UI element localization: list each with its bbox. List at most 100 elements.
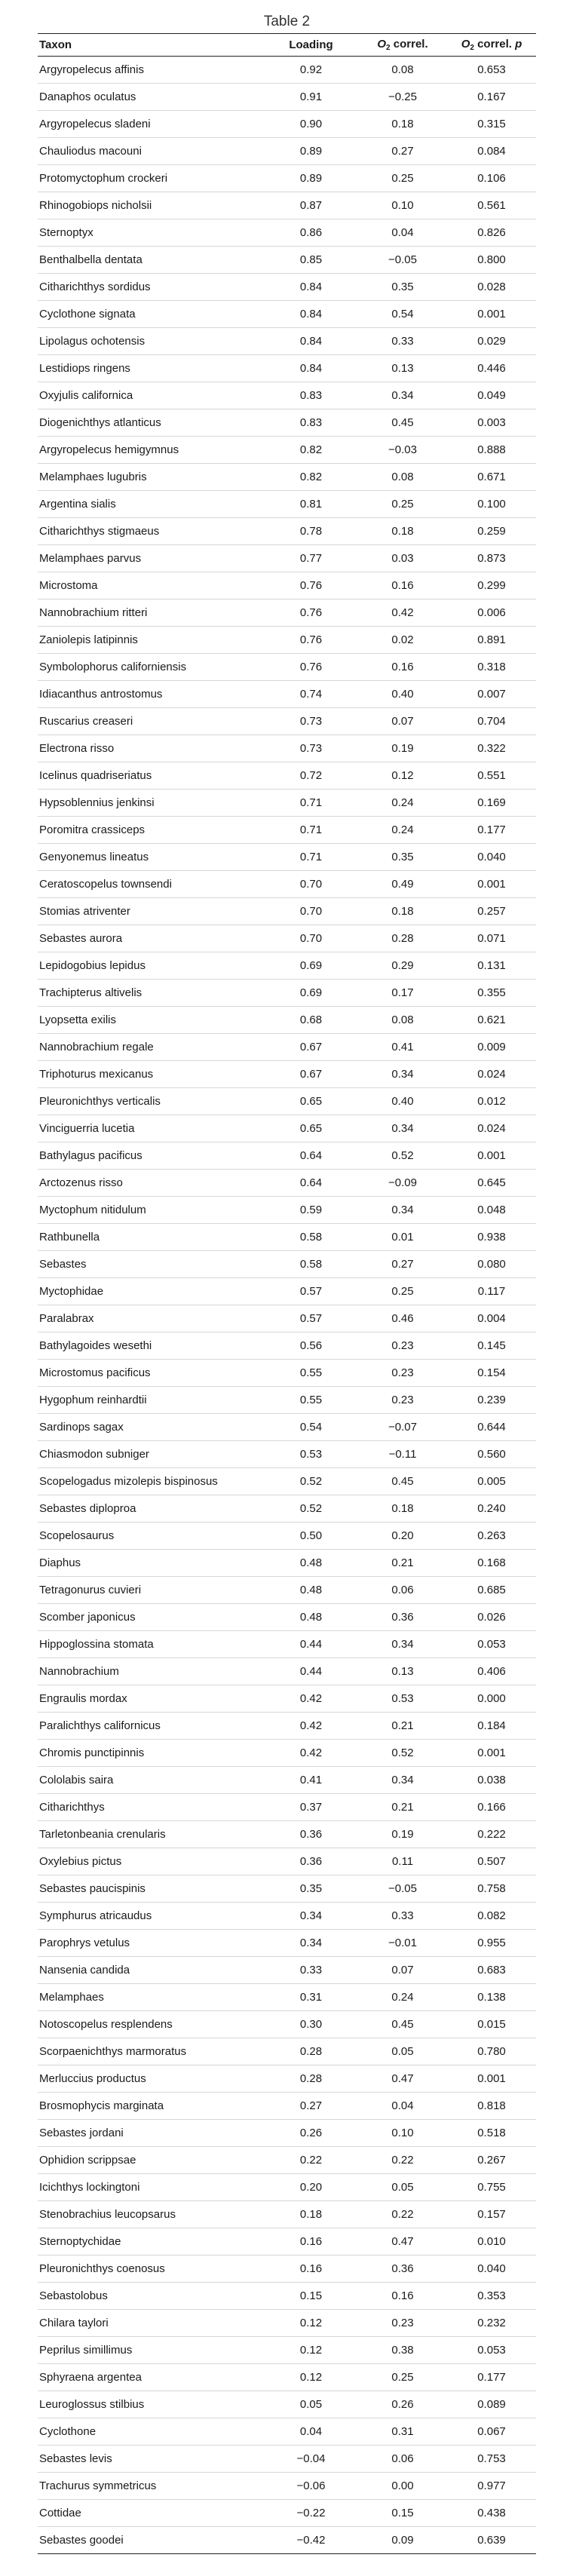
cell-taxon: Sternoptychidae bbox=[39, 2235, 121, 2248]
cell-taxon: Engraulis mordax bbox=[39, 1692, 127, 1705]
cell-o2-correl: 0.46 bbox=[391, 1312, 414, 1325]
table-row: Citharichthys sordidus 0.84 0.35 0.028 bbox=[38, 274, 536, 301]
table-row: Melamphaes parvus 0.77 0.03 0.873 bbox=[38, 545, 536, 572]
cell-loading: 0.70 bbox=[299, 905, 323, 918]
cell-loading: 0.26 bbox=[299, 2127, 323, 2139]
cell-taxon: Sebastes diploproa bbox=[39, 1502, 136, 1515]
cell-o2-correl-p: 0.167 bbox=[477, 90, 506, 103]
cell-o2-correl-p: 0.154 bbox=[477, 1366, 506, 1379]
cell-loading: 0.76 bbox=[299, 606, 323, 619]
cell-loading: 0.54 bbox=[299, 1421, 323, 1434]
cell-o2-correl: 0.19 bbox=[391, 742, 414, 755]
cell-o2-correl: 0.08 bbox=[391, 63, 414, 76]
table-row: Engraulis mordax 0.42 0.53 0.000 bbox=[38, 1685, 536, 1713]
cell-loading: 0.71 bbox=[299, 823, 323, 836]
table-row: Myctophidae 0.57 0.25 0.117 bbox=[38, 1278, 536, 1305]
cell-taxon: Sebastes goodei bbox=[39, 2534, 124, 2547]
cell-taxon: Chromis punctipinnis bbox=[39, 1746, 145, 1759]
cell-taxon: Sebastes aurora bbox=[39, 932, 123, 945]
cell-o2-correl-p: 0.001 bbox=[477, 308, 506, 320]
cell-o2-correl: −0.25 bbox=[388, 90, 417, 103]
cell-o2-correl: 0.15 bbox=[391, 2507, 414, 2519]
cell-o2-correl-p: 0.024 bbox=[477, 1068, 506, 1081]
cell-taxon: Nannobrachium ritteri bbox=[39, 606, 148, 619]
cell-taxon: Protomyctophum crockeri bbox=[39, 172, 168, 185]
cell-loading: 0.35 bbox=[299, 1882, 323, 1895]
cell-o2-correl: 0.05 bbox=[391, 2045, 414, 2058]
cell-o2-correl: 0.24 bbox=[391, 1991, 414, 2004]
cell-taxon: Poromitra crassiceps bbox=[39, 823, 146, 836]
cell-taxon: Paralabrax bbox=[39, 1312, 94, 1325]
cell-o2-correl-p: 0.024 bbox=[477, 1122, 506, 1135]
table-row: Poromitra crassiceps 0.71 0.24 0.177 bbox=[38, 817, 536, 844]
table-row: Sebastes 0.58 0.27 0.080 bbox=[38, 1251, 536, 1278]
cell-o2-correl-p: 0.029 bbox=[477, 335, 506, 348]
correl-label: correl. bbox=[473, 38, 516, 51]
cell-o2-correl: −0.05 bbox=[388, 1882, 417, 1895]
cell-o2-correl-p: 0.001 bbox=[477, 1746, 506, 1759]
cell-o2-correl: 0.01 bbox=[391, 1231, 414, 1244]
cell-o2-correl-p: 0.004 bbox=[477, 1312, 506, 1325]
table-row: Sebastes diploproa 0.52 0.18 0.240 bbox=[38, 1495, 536, 1523]
cell-loading: 0.57 bbox=[299, 1312, 323, 1325]
cell-o2-correl-p: 0.177 bbox=[477, 823, 506, 836]
cell-taxon: Citharichthys sordidus bbox=[39, 281, 151, 293]
table-row: Rhinogobiops nicholsii 0.87 0.10 0.561 bbox=[38, 192, 536, 219]
cell-o2-correl: 0.35 bbox=[391, 281, 414, 293]
table-row: Leuroglossus stilbius 0.05 0.26 0.089 bbox=[38, 2391, 536, 2418]
cell-o2-correl-p: 0.026 bbox=[477, 1611, 506, 1624]
cell-taxon: Chauliodus macouni bbox=[39, 145, 142, 158]
cell-loading: 0.71 bbox=[299, 796, 323, 809]
o2-symbol: O bbox=[461, 38, 470, 51]
cell-o2-correl: 0.08 bbox=[391, 1014, 414, 1026]
cell-o2-correl-p: 0.561 bbox=[477, 199, 506, 212]
table-row: Sebastes aurora 0.70 0.28 0.071 bbox=[38, 925, 536, 952]
table-row: Sebastes goodei −0.42 0.09 0.639 bbox=[38, 2527, 536, 2554]
cell-o2-correl-p: 0.240 bbox=[477, 1502, 506, 1515]
cell-o2-correl-p: 0.955 bbox=[477, 1937, 506, 1949]
cell-o2-correl: 0.11 bbox=[391, 1855, 414, 1868]
cell-loading: 0.34 bbox=[299, 1909, 323, 1922]
table-row: Hippoglossina stomata 0.44 0.34 0.053 bbox=[38, 1631, 536, 1658]
cell-taxon: Sebastolobus bbox=[39, 2289, 108, 2302]
table-row: Triphoturus mexicanus 0.67 0.34 0.024 bbox=[38, 1061, 536, 1088]
table-row: Protomyctophum crockeri 0.89 0.25 0.106 bbox=[38, 165, 536, 192]
cell-loading: 0.15 bbox=[299, 2289, 323, 2302]
table-row: Tetragonurus cuvieri 0.48 0.06 0.685 bbox=[38, 1577, 536, 1604]
cell-o2-correl: 0.18 bbox=[391, 118, 414, 130]
table-row: Microstomus pacificus 0.55 0.23 0.154 bbox=[38, 1360, 536, 1387]
cell-taxon: Bathylagoides wesethi bbox=[39, 1339, 152, 1352]
cell-taxon: Oxylebius pictus bbox=[39, 1855, 122, 1868]
table-row: Stomias atriventer 0.70 0.18 0.257 bbox=[38, 898, 536, 925]
table-row: Sebastes jordani 0.26 0.10 0.518 bbox=[38, 2120, 536, 2147]
cell-o2-correl-p: 0.780 bbox=[477, 2045, 506, 2058]
cell-o2-correl: 0.21 bbox=[391, 1719, 414, 1732]
cell-o2-correl-p: 0.010 bbox=[477, 2235, 506, 2248]
cell-o2-correl-p: 0.040 bbox=[477, 851, 506, 863]
correl-label: correl. bbox=[390, 38, 428, 51]
cell-o2-correl-p: 0.168 bbox=[477, 1556, 506, 1569]
cell-o2-correl-p: 0.318 bbox=[477, 661, 506, 673]
table-row: Trachipterus altivelis 0.69 0.17 0.355 bbox=[38, 980, 536, 1007]
cell-loading: 0.22 bbox=[299, 2154, 323, 2167]
cell-taxon: Sardinops sagax bbox=[39, 1421, 124, 1434]
cell-o2-correl-p: 0.259 bbox=[477, 525, 506, 538]
cell-o2-correl: 0.16 bbox=[391, 661, 414, 673]
cell-loading: 0.56 bbox=[299, 1339, 323, 1352]
cell-loading: 0.44 bbox=[299, 1638, 323, 1651]
table-row: Chilara taylori 0.12 0.23 0.232 bbox=[38, 2310, 536, 2337]
cell-o2-correl: 0.18 bbox=[391, 905, 414, 918]
cell-loading: 0.89 bbox=[299, 145, 323, 158]
cell-o2-correl-p: 0.040 bbox=[477, 2262, 506, 2275]
cell-o2-correl: 0.07 bbox=[391, 1964, 414, 1976]
cell-o2-correl: 0.26 bbox=[391, 2398, 414, 2411]
cell-loading: 0.12 bbox=[299, 2317, 323, 2329]
cell-o2-correl-p: 0.671 bbox=[477, 471, 506, 483]
cell-o2-correl: 0.22 bbox=[391, 2208, 414, 2221]
table-row: Sternoptychidae 0.16 0.47 0.010 bbox=[38, 2228, 536, 2256]
cell-o2-correl-p: 0.232 bbox=[477, 2317, 506, 2329]
cell-loading: 0.76 bbox=[299, 633, 323, 646]
cell-taxon: Cololabis saira bbox=[39, 1774, 114, 1786]
cell-loading: 0.74 bbox=[299, 688, 323, 701]
cell-loading: −0.06 bbox=[296, 2479, 326, 2492]
